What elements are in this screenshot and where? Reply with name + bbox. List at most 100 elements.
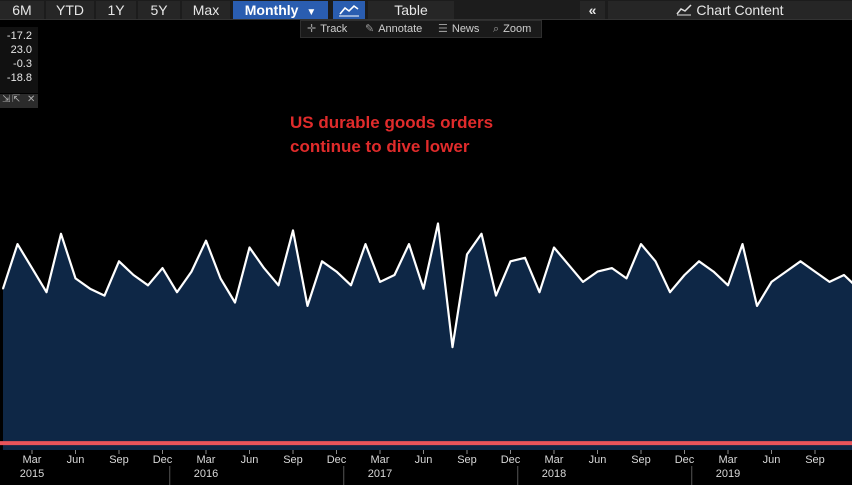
data-points <box>2 222 845 348</box>
data-point <box>408 243 410 245</box>
data-point <box>379 281 381 283</box>
x-tick-label: Sep <box>805 454 825 466</box>
data-point <box>509 260 512 263</box>
data-point <box>132 274 135 276</box>
x-year-label: 2017 <box>368 468 392 480</box>
x-axis: Mar 2015 Jun Sep Dec Mar 2016 Jun Sep Dec Mar 2017 J… <box>20 450 825 485</box>
legend-values-panel: -17.2 23.0 -0.3 -18.8 <box>0 27 38 93</box>
data-point <box>611 267 613 269</box>
data-point <box>321 260 323 263</box>
news-label: News <box>451 23 480 35</box>
data-point <box>437 222 439 225</box>
data-point <box>640 243 642 245</box>
x-tick-label: Mar <box>545 454 564 466</box>
data-point <box>277 284 280 287</box>
data-point <box>89 287 91 290</box>
data-point <box>843 274 845 276</box>
x-tick-label: Jun <box>241 454 259 466</box>
news-icon: ☰ <box>438 23 448 35</box>
data-point <box>190 270 193 273</box>
x-tick-label: Mar <box>371 454 390 466</box>
annotation-line-2: continue to dive lower <box>290 137 470 156</box>
x-year-label: 2015 <box>20 468 44 480</box>
x-tick-label: Sep <box>457 454 477 466</box>
annotate-label: Annotate <box>378 23 423 35</box>
news-tool[interactable]: ☰ News <box>438 22 479 37</box>
data-point <box>596 270 599 273</box>
data-point <box>567 263 570 266</box>
data-point <box>466 253 468 256</box>
data-point <box>161 267 164 269</box>
series-area-fill <box>3 223 852 450</box>
annotate-tool[interactable]: ✎ Annotate <box>365 22 422 37</box>
data-point <box>756 305 758 307</box>
chart-content-button[interactable]: Chart Content <box>608 1 852 19</box>
data-point <box>219 277 222 280</box>
data-point <box>770 281 773 283</box>
data-point <box>495 294 497 297</box>
x-axis-band <box>0 450 852 485</box>
x-tick-label: Dec <box>327 454 347 466</box>
period-6m-button[interactable]: 6M <box>0 1 44 19</box>
period-5y-button[interactable]: 5Y <box>138 1 180 19</box>
frequency-label: Monthly <box>244 2 299 18</box>
data-point <box>785 270 787 273</box>
data-point <box>480 233 483 235</box>
data-point <box>364 243 367 245</box>
data-point <box>60 233 62 235</box>
legend-value: -0.3 <box>13 58 32 70</box>
zoom-tool[interactable]: ⌕ Zoom <box>493 22 531 37</box>
x-tick-label: Dec <box>153 454 173 466</box>
double-chevron-left-icon[interactable]: « <box>580 1 605 19</box>
x-tick-label: Dec <box>675 454 695 466</box>
period-max-button[interactable]: Max <box>182 1 230 19</box>
data-point <box>147 284 149 287</box>
zoom-label: Zoom <box>503 23 532 35</box>
period-ytd-button[interactable]: YTD <box>46 1 94 19</box>
data-point <box>698 260 700 263</box>
data-point <box>176 291 178 293</box>
expand-icon[interactable]: ⇱ <box>12 94 21 105</box>
data-point <box>741 243 744 245</box>
track-label: Track <box>320 23 348 35</box>
resize-icon[interactable]: ⇲ <box>2 94 11 105</box>
x-tick-label: Sep <box>631 454 651 466</box>
period-1y-button[interactable]: 1Y <box>96 1 136 19</box>
chart-annotation: US durable goods orders continue to dive… <box>290 111 493 159</box>
caret-down-icon: ▼ <box>306 7 317 18</box>
data-point <box>553 246 555 249</box>
data-point <box>234 301 236 304</box>
data-point <box>393 274 396 276</box>
legend-value: -18.8 <box>6 72 32 84</box>
data-point <box>2 287 4 290</box>
crosshair-icon: ✛ <box>307 23 317 35</box>
x-tick-label: Jun <box>415 454 433 466</box>
frequency-dropdown[interactable]: Monthly ▼ <box>233 1 328 19</box>
data-point <box>292 229 294 232</box>
data-point <box>451 346 454 348</box>
legend-value: 23.0 <box>10 44 32 56</box>
table-button[interactable]: Table <box>368 1 454 19</box>
close-icon[interactable]: ✕ <box>27 94 36 105</box>
data-point <box>205 239 207 242</box>
data-point <box>350 284 352 287</box>
data-point <box>74 277 77 280</box>
legend-controls: ⇲ ⇱ ✕ <box>0 94 38 108</box>
x-tick-label: Jun <box>763 454 781 466</box>
legend-value: -17.2 <box>6 30 32 42</box>
x-year-label: 2019 <box>716 468 740 480</box>
data-point <box>524 257 526 259</box>
data-point <box>263 267 265 269</box>
data-point <box>306 305 309 307</box>
data-point <box>538 291 541 293</box>
data-point <box>31 267 33 269</box>
track-tool[interactable]: ✛ Track <box>307 22 347 37</box>
data-point <box>103 294 106 297</box>
zoom-icon: ⌕ <box>493 23 500 35</box>
data-point <box>248 246 251 249</box>
data-point <box>422 287 425 290</box>
line-chart-icon[interactable] <box>333 1 365 19</box>
x-year-label: 2018 <box>542 468 566 480</box>
x-tick-label: Dec <box>501 454 521 466</box>
annotation-line-1: US durable goods orders <box>290 113 494 132</box>
